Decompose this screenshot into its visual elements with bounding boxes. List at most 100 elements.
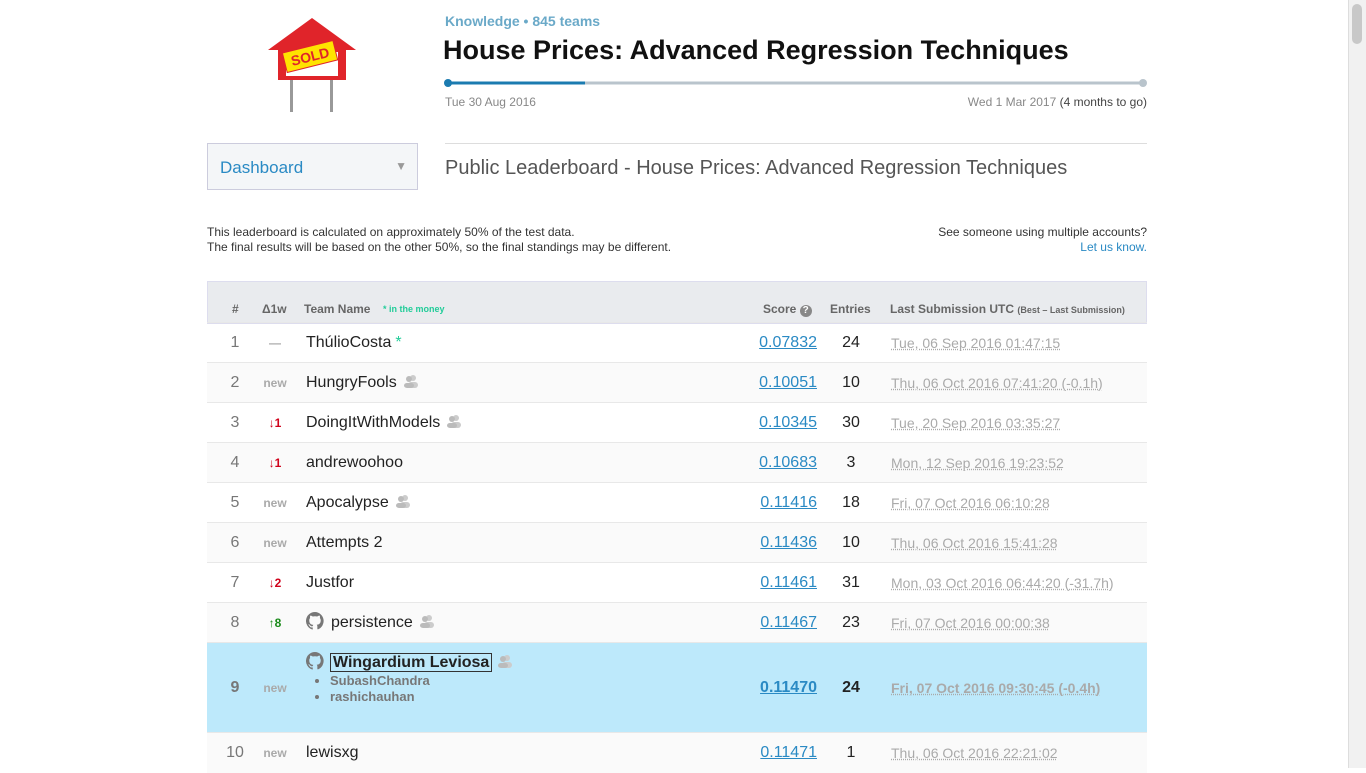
- entries: 3: [829, 443, 873, 483]
- change: ↓1: [253, 403, 297, 443]
- change: ↓2: [253, 563, 297, 603]
- last-submission[interactable]: Fri, 07 Oct 2016 09:30:45 (-0.4h): [891, 643, 1100, 733]
- note: This leaderboard is calculated on approx…: [207, 225, 671, 255]
- team-name[interactable]: Attempts 2: [306, 534, 382, 551]
- score[interactable]: 0.11470: [760, 643, 817, 733]
- last-submission[interactable]: Fri, 07 Oct 2016 00:00:38: [891, 603, 1050, 643]
- entries: 24: [829, 643, 873, 733]
- remaining: (4 months to go): [1060, 95, 1147, 109]
- team-cell: Justfor: [306, 563, 354, 603]
- team-cell: lewisxg: [306, 733, 358, 773]
- last-submission[interactable]: Fri, 07 Oct 2016 06:10:28: [891, 483, 1050, 523]
- report-link[interactable]: Let us know.: [938, 240, 1147, 255]
- entries: 10: [829, 363, 873, 403]
- team-name[interactable]: Justfor: [306, 574, 354, 591]
- progress: [443, 77, 1149, 89]
- entries: 10: [829, 523, 873, 563]
- leaderboard-row: 9newWingardium LeviosaSubashChandrarashi…: [207, 642, 1147, 733]
- member[interactable]: SubashChandra: [330, 673, 513, 689]
- dropdown[interactable]: Dashboard ▼: [207, 143, 418, 190]
- col-last-text: Last Submission UTC: [890, 302, 1014, 316]
- divider: [445, 143, 1147, 144]
- page-title: Public Leaderboard - House Prices: Advan…: [445, 157, 1067, 180]
- last-submission[interactable]: Thu, 06 Oct 2016 22:21:02: [891, 733, 1058, 773]
- col-change: Δ1w: [262, 302, 287, 316]
- col-last: Last Submission UTC (Best – Last Submiss…: [890, 302, 1125, 316]
- change: new: [253, 523, 297, 563]
- change: new: [253, 733, 297, 773]
- last-submission[interactable]: Mon, 12 Sep 2016 19:23:52: [891, 443, 1064, 483]
- last-submission[interactable]: Tue, 06 Sep 2016 01:47:15: [891, 323, 1060, 363]
- end-date-text: Wed 1 Mar 2017: [968, 95, 1057, 109]
- last-submission[interactable]: Tue, 20 Sep 2016 03:35:27: [891, 403, 1060, 443]
- logo: SOLD: [266, 16, 358, 112]
- team-cell: Apocalypse: [306, 483, 411, 523]
- team-name[interactable]: DoingItWithModels: [306, 414, 440, 431]
- team-name[interactable]: andrewoohoo: [306, 454, 403, 471]
- report: See someone using multiple accounts? Let …: [938, 225, 1147, 255]
- leaderboard-row: 4 ↓1 andrewoohoo 0.10683 3 Mon, 12 Sep 2016 1…: [207, 442, 1147, 483]
- leaderboard-row: 5 new Apocalypse 0.11416 18 Fri, 07 Oct 2016 …: [207, 482, 1147, 523]
- leaderboard-row: 6 new Attempts 2 0.11436 10 Thu, 06 Oct 2016 …: [207, 522, 1147, 563]
- change: new: [253, 483, 297, 523]
- last-submission[interactable]: Mon, 03 Oct 2016 06:44:20 (-31.7h): [891, 563, 1114, 603]
- leaderboard-row: 2 new HungryFools 0.10051 10 Thu, 06 Oct 2016…: [207, 362, 1147, 403]
- leaderboard-row: 1 — ThúlioCosta * 0.07832 24 Tue, 06 Sep 2016 …: [207, 322, 1147, 363]
- change: new: [253, 643, 297, 733]
- team-name[interactable]: persistence: [331, 614, 413, 631]
- score[interactable]: 0.11416: [760, 483, 817, 523]
- table-header: # Δ1w Team Name * in the money Score ? E…: [207, 281, 1147, 324]
- col-last-note: (Best – Last Submission): [1017, 305, 1125, 315]
- col-score: Score ?: [763, 302, 812, 317]
- score[interactable]: 0.11461: [760, 563, 817, 603]
- scrollbar[interactable]: [1348, 0, 1366, 768]
- score[interactable]: 0.10683: [759, 443, 817, 483]
- note-line: The final results will be based on the o…: [207, 240, 671, 255]
- team-cell: DoingItWithModels: [306, 403, 462, 443]
- leaderboard-row: 8 ↑8 persistence 0.11467 23 Fri, 07 Oct 2016 …: [207, 602, 1147, 643]
- score[interactable]: 0.11436: [760, 523, 817, 563]
- team-name[interactable]: Apocalypse: [306, 494, 389, 511]
- leaderboard-row: 3 ↓1 DoingItWithModels 0.10345 30 Tue, 20 Sep…: [207, 402, 1147, 443]
- team-cell: HungryFools: [306, 363, 419, 403]
- score[interactable]: 0.11467: [760, 603, 817, 643]
- entries: 18: [829, 483, 873, 523]
- category[interactable]: Knowledge • 845 teams: [445, 13, 600, 29]
- score[interactable]: 0.10345: [759, 403, 817, 443]
- note-line: This leaderboard is calculated on approx…: [207, 225, 671, 240]
- dropdown-arrow: ▼: [395, 159, 407, 173]
- leaderboard-row: 7 ↓2 Justfor 0.11461 31 Mon, 03 Oct 2016 06:4…: [207, 562, 1147, 603]
- col-score-text: Score: [763, 302, 796, 316]
- score[interactable]: 0.11471: [760, 733, 817, 773]
- scroll-thumb[interactable]: [1352, 4, 1362, 44]
- report-text: See someone using multiple accounts?: [938, 225, 1147, 240]
- change: —: [253, 323, 297, 363]
- team-cell: persistence: [306, 603, 435, 643]
- team-name[interactable]: lewisxg: [306, 744, 358, 761]
- entries: 30: [829, 403, 873, 443]
- team-cell: Attempts 2: [306, 523, 382, 563]
- member[interactable]: rashichauhan: [330, 689, 513, 705]
- change: ↑8: [253, 603, 297, 643]
- start-date: Tue 30 Aug 2016: [445, 95, 536, 109]
- score[interactable]: 0.07832: [759, 323, 817, 363]
- last-submission[interactable]: Thu, 06 Oct 2016 15:41:28: [891, 523, 1058, 563]
- team-name[interactable]: HungryFools: [306, 374, 397, 391]
- col-money: * in the money: [383, 304, 445, 314]
- team-cell: andrewoohoo: [306, 443, 403, 483]
- entries: 23: [829, 603, 873, 643]
- team-cell: Wingardium Leviosa SubashChandrarashichau…: [306, 643, 513, 705]
- col-rank: #: [232, 302, 239, 316]
- team-name[interactable]: Wingardium Leviosa: [331, 654, 491, 671]
- team-name[interactable]: ThúlioCosta: [306, 334, 391, 351]
- leaderboard-row: 10 new lewisxg 0.11471 1 Thu, 06 Oct 2016 22:…: [207, 732, 1147, 773]
- competition-title: House Prices: Advanced Regression Techni…: [443, 35, 1069, 66]
- last-submission[interactable]: Thu, 06 Oct 2016 07:41:20 (-0.1h): [891, 363, 1103, 403]
- entries: 1: [829, 733, 873, 773]
- score[interactable]: 0.10051: [759, 363, 817, 403]
- entries: 24: [829, 323, 873, 363]
- entries: 31: [829, 563, 873, 603]
- team-cell: ThúlioCosta *: [306, 323, 402, 363]
- col-team: Team Name: [304, 302, 370, 316]
